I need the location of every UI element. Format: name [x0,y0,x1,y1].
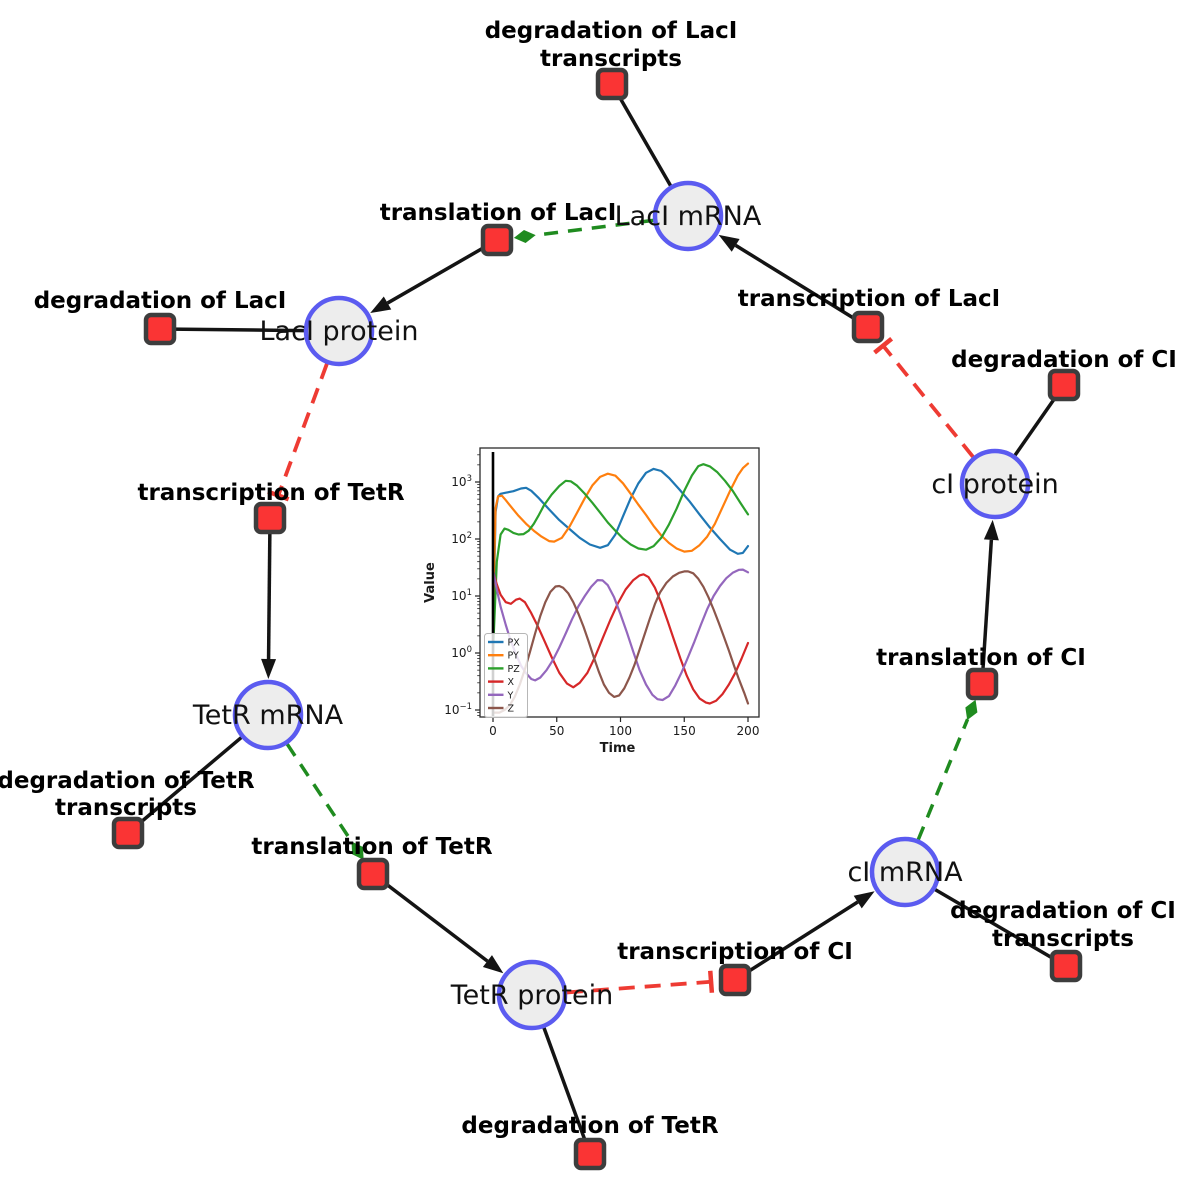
edge-laci-mrna-to-deg-laci-transcripts [610,83,673,187]
edge-laci-mrna-to-translation-laci [534,218,654,237]
reaction-label-deg-tetr-transcripts-line1: degradation of TetR [0,768,255,794]
chart-legend-box [484,633,528,718]
reaction-node-deg-laci[interactable] [143,312,177,346]
reaction-label-deg-tetr-transcripts-line2: transcripts [55,795,197,821]
species-node-tetr-protein[interactable] [496,959,568,1031]
edge-laci-protein-to-deg-laci [159,327,305,333]
reaction-label-deg-laci-transcripts-line2: transcripts [540,46,682,72]
species-label-tetr-protein: TetR protein [450,980,613,1011]
reaction-node-deg-tetr[interactable] [573,1137,607,1171]
species-node-ci-protein[interactable] [959,448,1031,520]
edge-laci-protein-to-transcription-tetr-tee-head [267,489,290,502]
chart-legend-label-Y: Y [507,690,514,701]
edge-laci-protein-to-transcription-tetr [276,363,329,497]
chart-legend-label-X: X [508,677,515,688]
reaction-label-deg-ci: degradation of CI [951,347,1177,373]
chart-legend-label-PX: PX [508,638,521,649]
reaction-label-deg-tetr: degradation of TetR [461,1113,718,1139]
edge-transcription-laci-to-laci-mrna-arrowhead [718,234,740,252]
edge-translation-tetr-to-tetr-protein [371,872,489,963]
chart-ytick-label: 102 [451,531,472,546]
chart-series-Z [491,570,750,714]
chart-xtick-label: 100 [609,724,632,738]
edge-laci-mrna-to-translation-laci-arrowhead [513,230,536,243]
reaction-label-translation-laci: translation of LacI [380,200,617,226]
edge-tetr-mrna-to-translation-tetr [285,743,354,844]
reaction-label-translation-tetr: translation of TetR [251,834,492,860]
reaction-node-transcription-tetr[interactable] [253,501,287,535]
reaction-node-deg-ci[interactable] [1047,368,1081,402]
reaction-node-deg-ci-transcripts[interactable] [1049,949,1083,983]
species-nodes-layer [232,180,1031,1031]
edge-tetr-mrna-to-deg-tetr-transcripts [126,736,243,835]
edges-layer [126,83,1067,1155]
edge-translation-tetr-to-tetr-protein-arrowhead [482,955,504,974]
chart-series-X [491,569,750,705]
reaction-label-deg-laci-transcripts-line1: degradation of LacI [485,18,738,44]
inset-chart: 10−1 100 101 102 103 0 50 100 150 200 Time Value PX P… [423,447,760,756]
chart-series-PX [491,467,750,637]
edge-ci-mrna-to-translation-ci-arrowhead [965,699,978,721]
reaction-label-transcription-ci: transcription of CI [617,939,853,965]
chart-axes-spines [479,447,760,718]
reaction-node-translation-tetr[interactable] [356,857,390,891]
species-node-laci-mrna[interactable] [652,180,724,252]
chart-xtick-label: 200 [737,724,760,738]
species-label-laci-mrna: LacI mRNA [615,201,762,232]
edge-ci-protein-to-transcription-laci [881,344,975,458]
chart-xtick-label: 150 [673,724,696,738]
reaction-label-deg-laci: degradation of LacI [34,288,287,314]
species-label-ci-mrna: cI mRNA [847,857,963,888]
edge-tetr-protein-to-deg-tetr [542,1027,592,1155]
edge-tetr-protein-to-transcription-ci-tee-head [708,970,715,993]
species-label-laci-protein: LacI protein [260,316,419,347]
reaction-label-transcription-tetr: transcription of TetR [137,480,404,506]
reaction-node-deg-laci-transcripts[interactable] [595,67,629,101]
species-label-tetr-mrna: TetR mRNA [192,700,344,731]
reaction-node-translation-laci[interactable] [480,223,514,257]
edge-translation-ci-to-ci-protein [980,539,994,685]
edge-ci-mrna-to-translation-ci [916,718,970,841]
edge-transcription-tetr-to-tetr-mrna-arrowhead [261,658,277,680]
chart-series-PZ [491,463,750,655]
species-label-ci-protein: cI protein [931,469,1058,500]
reaction-label-deg-ci-transcripts-line2: transcripts [992,926,1134,952]
chart-ytick-label: 101 [451,588,472,603]
reaction-label-transcription-laci: transcription of LacI [738,286,1001,312]
labels-layer: degradation of LacItranscriptstranslatio… [0,18,1177,1139]
species-node-laci-protein[interactable] [303,295,375,367]
reaction-node-deg-tetr-transcripts[interactable] [111,816,145,850]
chart-xtick-label: 50 [549,724,564,738]
reaction-node-translation-ci[interactable] [965,667,999,701]
species-node-ci-mrna[interactable] [869,836,941,908]
chart-xtick-label: 0 [489,724,497,738]
chart-xlabel: Time [600,741,636,756]
edge-translation-ci-to-ci-protein-arrowhead [983,519,999,541]
reaction-label-translation-ci: translation of CI [876,645,1086,671]
species-node-tetr-mrna[interactable] [232,679,304,751]
chart-ylabel: Value [423,562,438,603]
edge-transcription-ci-to-ci-mrna [734,900,859,982]
edge-tetr-mrna-to-translation-tetr-arrowhead [351,841,364,860]
edge-transcription-ci-to-ci-mrna-arrowhead [853,891,875,909]
edge-transcription-tetr-to-tetr-mrna [266,517,272,660]
edge-ci-protein-to-transcription-laci-tee-head [873,336,894,355]
chart-ytick-label: 100 [451,645,472,660]
edge-transcription-laci-to-laci-mrna [734,243,869,329]
edge-ci-mrna-to-deg-ci-transcripts [934,888,1067,968]
chart-legend-label-Z: Z [508,704,515,715]
chart-ytick-label: 103 [451,474,472,489]
chart-ytick-label: 10−1 [444,702,472,717]
reaction-node-transcription-ci[interactable] [718,963,752,997]
chart-series-PY [491,462,750,615]
reaction-label-deg-ci-transcripts-line1: degradation of CI [950,898,1176,924]
chart-legend-label-PZ: PZ [508,664,521,675]
edge-translation-laci-to-laci-protein [386,238,498,305]
chart-legend-label-PY: PY [508,651,520,662]
edge-translation-laci-to-laci-protein-arrowhead [370,296,392,314]
reaction-nodes-layer [111,67,1083,1171]
reaction-node-transcription-laci[interactable] [851,310,885,344]
